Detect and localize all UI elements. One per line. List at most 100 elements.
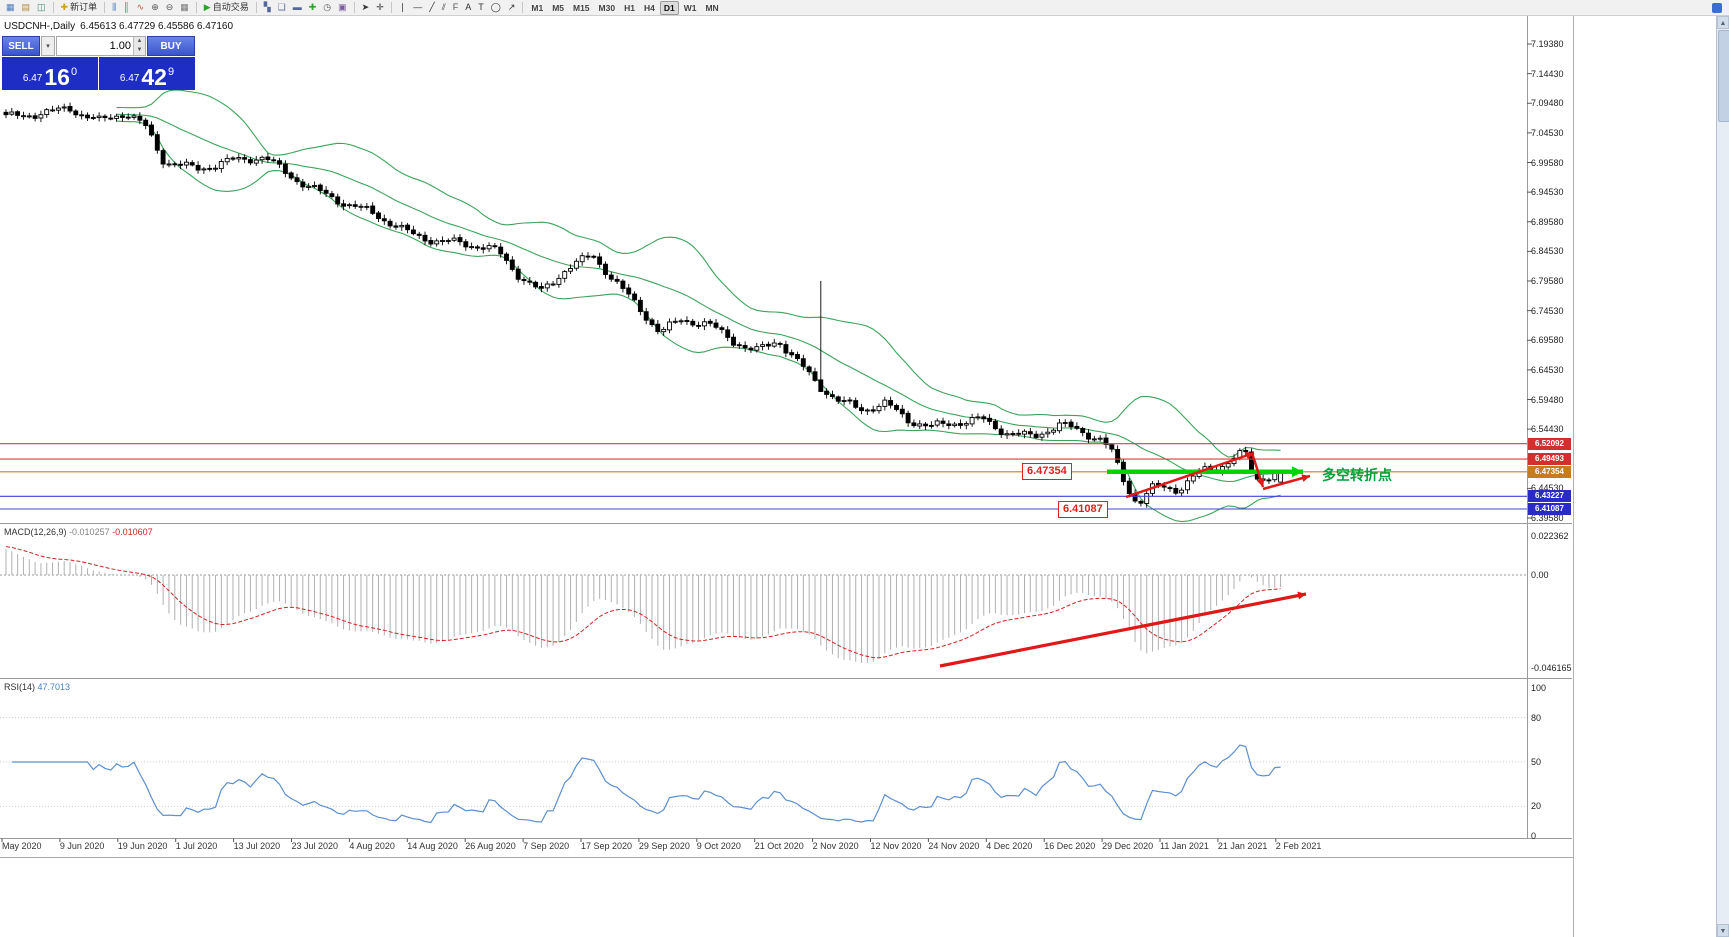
pane-frames bbox=[0, 16, 1572, 842]
cursor-icon: ➤ bbox=[361, 2, 370, 12]
new-order-button[interactable]: ✚ 新订单 bbox=[58, 0, 101, 15]
market-watch-icon: ◫ bbox=[37, 2, 46, 12]
sell-price-display[interactable]: 6.47 16 0 bbox=[2, 57, 98, 90]
autotrading-button-label: 自动交易 bbox=[212, 2, 249, 12]
price-axis-label: 7.09480 bbox=[1531, 98, 1564, 109]
new-chart-icon[interactable]: ▦ bbox=[3, 0, 18, 15]
line-chart-icon[interactable]: ∿ bbox=[134, 0, 148, 15]
timeframe-button-D1[interactable]: D1 bbox=[659, 0, 679, 15]
timeframe-button-M30[interactable]: M30 bbox=[598, 2, 616, 13]
timeframe-button-H4[interactable]: H4 bbox=[643, 2, 655, 13]
chart-title: USDCNH-,Daily 6.45613 6.47729 6.45586 6.4… bbox=[4, 21, 233, 32]
text-label-icon: T bbox=[478, 2, 484, 12]
toolbar-separator bbox=[390, 2, 392, 13]
chart-symbol-period: USDCNH-,Daily bbox=[4, 21, 76, 32]
chart-window[interactable]: USDCNH-,Daily 6.45613 6.47729 6.45586 6.4… bbox=[0, 16, 1573, 858]
rsi-axis-label: 100 bbox=[1531, 683, 1547, 693]
date-axis-label: 9 Jun 2020 bbox=[59, 841, 105, 851]
price-axis-label: 7.04530 bbox=[1531, 127, 1564, 138]
candlestick-chart-icon: ║ bbox=[123, 2, 130, 12]
zoom-in-icon: ⊕ bbox=[151, 2, 159, 12]
volume-spinner: ▲ ▼ bbox=[133, 37, 145, 55]
volume-dropdown-icon[interactable]: ▾ bbox=[41, 36, 55, 56]
scroll-down-icon[interactable]: ▼ bbox=[1717, 924, 1729, 937]
macd-axis-label: 0.00 bbox=[1531, 570, 1549, 580]
volume-down-icon[interactable]: ▼ bbox=[133, 46, 145, 55]
price-axis-label: 7.14430 bbox=[1531, 68, 1564, 79]
cascade-windows-icon[interactable]: ❏ bbox=[275, 0, 289, 15]
bar-chart-icon[interactable]: ⫼ bbox=[109, 0, 119, 15]
support-level-note[interactable]: 6.47354 bbox=[1022, 463, 1072, 480]
timeframe-button-H1[interactable]: H1 bbox=[624, 2, 635, 13]
bar-chart-icon: ⫼ bbox=[112, 2, 117, 12]
macd-value: -0.010257 bbox=[69, 527, 110, 537]
level-price-badge: 6.47354 bbox=[1528, 465, 1571, 478]
buy-button[interactable]: BUY bbox=[147, 36, 195, 56]
date-axis-label: 11 Jan 2021 bbox=[1160, 841, 1209, 851]
timeframe-button-M15[interactable]: M15 bbox=[573, 2, 590, 13]
zoom-in-icon[interactable]: ⊕ bbox=[148, 0, 162, 15]
shapes-icon[interactable]: ◯ bbox=[488, 0, 504, 15]
volume-up-icon[interactable]: ▲ bbox=[133, 37, 145, 46]
text-icon[interactable]: A bbox=[462, 0, 474, 15]
bollinger-lower-band bbox=[116, 120, 1281, 523]
scroll-up-icon[interactable]: ▲ bbox=[1717, 16, 1729, 29]
new-order-button-label: 新订单 bbox=[70, 2, 98, 12]
price-axis-label: 6.39580 bbox=[1531, 513, 1564, 523]
date-axis-label: 19 Jun 2020 bbox=[117, 841, 168, 851]
date-axis-label: 7 Sep 2020 bbox=[523, 841, 570, 851]
trendline-icon[interactable]: ╱ bbox=[426, 0, 437, 15]
zoom-out-icon[interactable]: ⊖ bbox=[163, 0, 177, 15]
buy-price-display[interactable]: 6.47 42 9 bbox=[99, 57, 195, 90]
profiles-icon[interactable]: ▤ bbox=[19, 0, 34, 15]
rsi-axis-label: 20 bbox=[1531, 801, 1542, 812]
price-axis-label: 7.19380 bbox=[1531, 39, 1564, 49]
volume-input[interactable] bbox=[57, 37, 133, 55]
main-toolbar: ▦ ▤ ◫ ✚ 新订单 ⫼ ║ ∿ ⊕ ⊖ ▦ ▶ 自动交易 ▚ ❏ ▬ ✚ ◷ ▣ ➤ ✛ ❘ ― ╱ ⫽ F A T ◯ ↗ M1 M5 M… bbox=[0, 0, 1729, 16]
date-axis-label: 14 Aug 2020 bbox=[407, 841, 458, 851]
toolbar-grip-icon[interactable] bbox=[1712, 2, 1722, 13]
scrollbar-thumb[interactable] bbox=[1718, 30, 1729, 122]
date-axis-label: 9 Oct 2020 bbox=[696, 841, 741, 851]
date-axis-label: 2 Nov 2020 bbox=[812, 841, 859, 851]
macd-indicator-label: MACD(12,26,9) -0.010257 -0.010607 bbox=[4, 527, 153, 537]
fibonacci-icon[interactable]: F bbox=[450, 0, 462, 15]
price-axis-label: 6.89580 bbox=[1531, 216, 1564, 227]
text-label-icon[interactable]: T bbox=[475, 0, 487, 15]
chart-grid-icon[interactable]: ▦ bbox=[177, 0, 192, 15]
support-level-note-2[interactable]: 6.41087 bbox=[1058, 501, 1108, 518]
zoom-out-icon: ⊖ bbox=[165, 2, 174, 12]
vertical-scrollbar[interactable]: ▲ ▼ bbox=[1716, 16, 1729, 937]
date-axis-label: 16 Dec 2020 bbox=[1044, 841, 1096, 851]
autotrading-button[interactable]: ▶ 自动交易 bbox=[201, 0, 252, 15]
crosshair-icon[interactable]: ✛ bbox=[373, 0, 387, 15]
timeframe-button-M5[interactable]: M5 bbox=[552, 2, 564, 13]
periods-icon: ◷ bbox=[323, 2, 332, 12]
vertical-line-icon[interactable]: ❘ bbox=[396, 0, 410, 15]
arrows-icon[interactable]: ↗ bbox=[505, 0, 519, 15]
price-axis-label: 6.59480 bbox=[1531, 394, 1564, 405]
turning-point-annotation: 多空转折点 bbox=[1322, 467, 1392, 483]
candlestick-chart-icon[interactable]: ║ bbox=[120, 0, 132, 15]
arrows-icon: ↗ bbox=[507, 2, 516, 12]
timeframe-button-W1[interactable]: W1 bbox=[683, 2, 697, 13]
timeframe-button-M1[interactable]: M1 bbox=[531, 2, 544, 13]
arrange-windows-icon: ▬ bbox=[292, 2, 302, 12]
price-axis-label: 6.54430 bbox=[1531, 424, 1564, 435]
rsi-pane bbox=[0, 717, 1527, 824]
chart-canvas[interactable] bbox=[0, 16, 1573, 856]
market-watch-icon[interactable]: ◫ bbox=[34, 0, 49, 15]
horizontal-line-icon[interactable]: ― bbox=[410, 0, 425, 15]
price-axis-label: 6.84530 bbox=[1531, 246, 1564, 257]
periods-icon[interactable]: ◷ bbox=[320, 0, 334, 15]
price-axis-label: 6.94530 bbox=[1531, 187, 1564, 198]
timeframe-button-MN[interactable]: MN bbox=[705, 2, 719, 13]
tile-windows-icon[interactable]: ▚ bbox=[261, 0, 274, 15]
templates-icon[interactable]: ▣ bbox=[335, 0, 350, 15]
channel-icon[interactable]: ⫽ bbox=[439, 0, 449, 15]
cascade-windows-icon: ❏ bbox=[277, 2, 286, 12]
indicators-icon[interactable]: ✚ bbox=[306, 0, 320, 15]
sell-button[interactable]: SELL bbox=[2, 36, 40, 56]
cursor-icon[interactable]: ➤ bbox=[359, 0, 373, 15]
arrange-windows-icon[interactable]: ▬ bbox=[290, 0, 305, 15]
